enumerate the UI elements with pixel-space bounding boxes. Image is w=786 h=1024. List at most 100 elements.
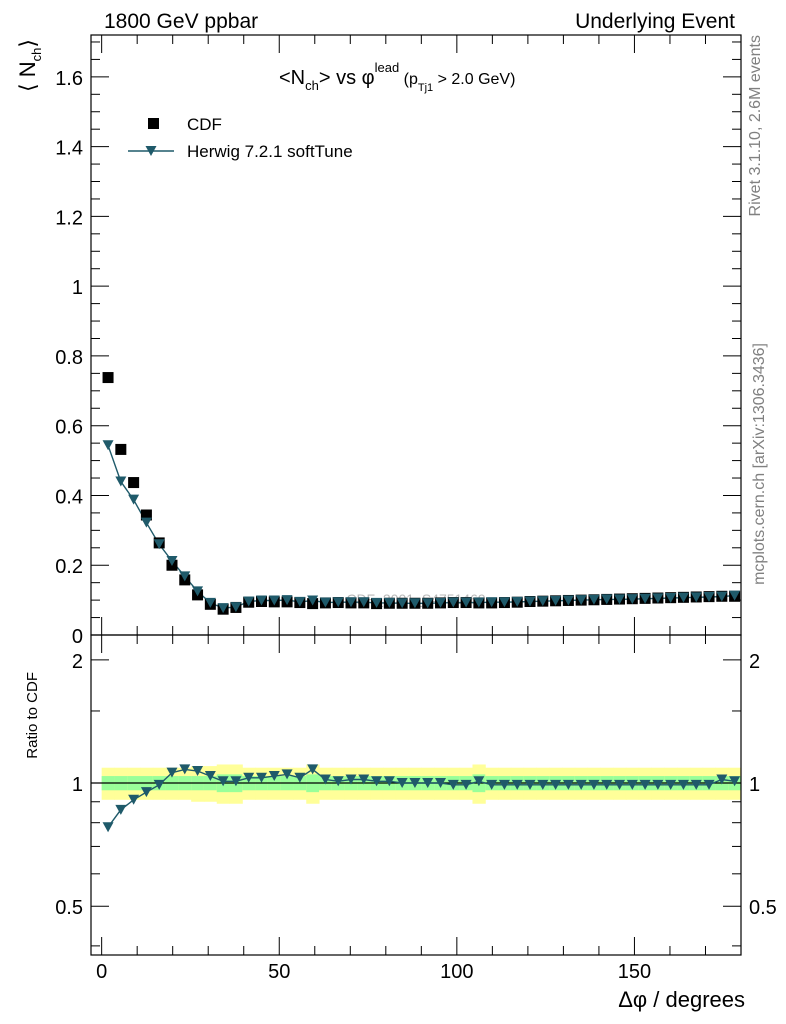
ratio-y-tick-label-left: 0.5 bbox=[55, 897, 83, 919]
cdf-data-point bbox=[115, 443, 127, 455]
legend-marker-herwig bbox=[145, 146, 157, 156]
herwig-data-point bbox=[115, 476, 127, 487]
legend-label-herwig: Herwig 7.2.1 softTune bbox=[187, 142, 353, 161]
herwig-data-point bbox=[166, 556, 178, 567]
herwig-data-point bbox=[128, 494, 140, 505]
title-part-sub1: ch bbox=[305, 78, 319, 93]
ratio-data-point bbox=[332, 776, 344, 787]
legend-marker-cdf bbox=[148, 118, 159, 129]
ratio-data-point bbox=[128, 794, 140, 805]
herwig-data-point bbox=[588, 594, 600, 605]
ratio-data-point bbox=[716, 774, 728, 785]
herwig-data-point bbox=[140, 517, 152, 528]
x-axis-label: Δφ / degrees bbox=[618, 987, 745, 1012]
ratio-plot-frame bbox=[90, 634, 742, 956]
herwig-data-point bbox=[102, 440, 114, 451]
ratio-data-point bbox=[498, 779, 510, 790]
herwig-data-point bbox=[652, 593, 664, 604]
ratio-data-point bbox=[447, 779, 459, 790]
herwig-data-point bbox=[614, 594, 626, 605]
ratio-data-point bbox=[690, 779, 702, 790]
ratio-y-tick-label-right: 2 bbox=[749, 651, 760, 673]
herwig-data-point bbox=[447, 597, 459, 608]
herwig-data-point bbox=[307, 595, 319, 606]
header-left-label: 1800 GeV ppbar bbox=[104, 10, 258, 33]
herwig-data-point bbox=[396, 598, 408, 609]
ratio-data-point bbox=[179, 764, 191, 775]
side-label-mcplots: mcplots.cern.ch [arXiv:1306.3436] bbox=[751, 343, 768, 585]
ratio-data-point bbox=[255, 772, 267, 783]
ratio-data-point bbox=[230, 776, 242, 787]
herwig-data-point bbox=[486, 597, 498, 608]
herwig-data-point bbox=[524, 596, 536, 607]
ratio-data-point bbox=[537, 779, 549, 790]
herwig-data-point bbox=[179, 571, 191, 582]
cdf-data-point bbox=[140, 509, 152, 521]
herwig-data-point bbox=[460, 597, 472, 608]
main-y-tick-label: 1.2 bbox=[55, 207, 83, 229]
plot-title: <Nch> vs φlead (pTj1 > 2.0 GeV) bbox=[279, 60, 515, 94]
x-tick-label: 50 bbox=[268, 961, 290, 983]
herwig-data-point bbox=[511, 596, 523, 607]
herwig-data-point bbox=[665, 593, 677, 604]
ratio-data-point bbox=[307, 764, 319, 775]
ratio-data-point bbox=[460, 779, 472, 790]
ratio-data-point bbox=[665, 779, 677, 790]
cdf-data-point bbox=[102, 372, 114, 384]
ratio-data-point bbox=[383, 776, 395, 787]
herwig-data-point bbox=[243, 596, 255, 607]
ylabel-close: ⟩ bbox=[15, 39, 40, 48]
ratio-data-point bbox=[677, 779, 689, 790]
ylabel-open: ⟨ N bbox=[15, 61, 40, 92]
ratio-y-axis-label: Ratio to CDF bbox=[24, 672, 41, 759]
ratio-data-point bbox=[204, 771, 216, 782]
herwig-data-point bbox=[575, 595, 587, 606]
ratio-data-point bbox=[575, 779, 587, 790]
x-tick-label: 150 bbox=[618, 961, 651, 983]
ratio-y-tick-label-left: 2 bbox=[72, 651, 83, 673]
herwig-data-point bbox=[192, 586, 204, 597]
title-part-main: <N bbox=[279, 67, 305, 89]
ratio-data-point bbox=[486, 779, 498, 790]
header-right-label: Underlying Event bbox=[575, 10, 735, 33]
ratio-data-point bbox=[268, 771, 280, 782]
ratio-data-point bbox=[217, 776, 229, 787]
herwig-data-point bbox=[204, 597, 216, 608]
herwig-data-point bbox=[498, 597, 510, 608]
herwig-data-point bbox=[281, 595, 293, 606]
herwig-data-point bbox=[294, 596, 306, 607]
ratio-data-point bbox=[729, 776, 741, 787]
herwig-data-point bbox=[422, 598, 434, 609]
ratio-data-point bbox=[409, 778, 421, 789]
herwig-data-point bbox=[383, 597, 395, 608]
ratio-y-tick-label-right: 0.5 bbox=[749, 897, 777, 919]
ratio-data-point bbox=[422, 778, 434, 789]
herwig-data-point bbox=[319, 597, 331, 608]
ratio-panel: 0.5 0.5 1 1 2 2 0 50 100 150 Ratio to CDF Δφ / de… bbox=[24, 634, 777, 1012]
main-y-tick-label: 1 bbox=[72, 277, 83, 299]
x-tick-label: 100 bbox=[440, 961, 473, 983]
herwig-data-point bbox=[703, 591, 715, 602]
title-part-sup: lead bbox=[375, 60, 400, 75]
main-y-tick-label: 0.4 bbox=[55, 486, 83, 508]
main-y-tick-label: 0.2 bbox=[55, 556, 83, 578]
herwig-data-point bbox=[371, 597, 383, 608]
herwig-data-point bbox=[601, 594, 613, 605]
ratio-y-tick-label-left: 1 bbox=[72, 774, 83, 796]
herwig-data-point bbox=[358, 597, 370, 608]
ratio-data-point bbox=[115, 804, 127, 815]
ratio-data-point bbox=[319, 774, 331, 785]
ratio-data-point bbox=[102, 822, 114, 833]
herwig-data-point bbox=[550, 595, 562, 606]
ratio-data-point bbox=[524, 779, 536, 790]
ratio-data-point bbox=[371, 776, 383, 787]
ratio-data-point bbox=[243, 772, 255, 783]
main-y-tick-label: 1.4 bbox=[55, 138, 83, 160]
ratio-data-point bbox=[550, 779, 562, 790]
herwig-data-point bbox=[473, 597, 485, 608]
legend-label-cdf: CDF bbox=[187, 115, 222, 134]
main-y-tick-label: 0.8 bbox=[55, 347, 83, 369]
ratio-data-point bbox=[166, 767, 178, 778]
ratio-data-point bbox=[153, 779, 165, 790]
ratio-data-point bbox=[511, 779, 523, 790]
